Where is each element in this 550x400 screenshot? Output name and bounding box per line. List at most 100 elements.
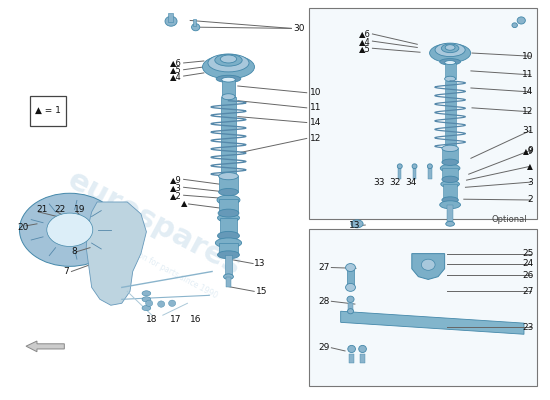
Bar — [442, 168, 458, 179]
Bar — [193, 19, 196, 26]
Ellipse shape — [427, 164, 432, 169]
Ellipse shape — [442, 159, 458, 166]
Text: 12: 12 — [310, 134, 321, 143]
Text: ▲4: ▲4 — [359, 37, 371, 46]
Text: 30: 30 — [293, 24, 305, 33]
Text: 14: 14 — [522, 88, 533, 96]
Ellipse shape — [347, 296, 354, 302]
Ellipse shape — [222, 94, 235, 100]
Polygon shape — [86, 202, 146, 305]
Text: 13: 13 — [254, 259, 266, 268]
Text: 17: 17 — [170, 315, 182, 324]
Ellipse shape — [216, 238, 241, 248]
Ellipse shape — [444, 76, 455, 82]
Ellipse shape — [202, 55, 255, 79]
Ellipse shape — [517, 17, 525, 24]
Text: 33: 33 — [373, 178, 384, 187]
Ellipse shape — [142, 291, 151, 296]
FancyBboxPatch shape — [309, 228, 537, 386]
Ellipse shape — [397, 164, 402, 169]
Ellipse shape — [215, 54, 242, 66]
Bar — [220, 218, 237, 236]
Ellipse shape — [441, 180, 459, 188]
Text: 34: 34 — [405, 178, 416, 187]
Text: 32: 32 — [390, 178, 401, 187]
Circle shape — [19, 193, 120, 266]
Ellipse shape — [223, 274, 233, 280]
Bar — [428, 166, 432, 179]
Ellipse shape — [430, 44, 471, 62]
Text: ▲2: ▲2 — [170, 191, 182, 200]
Ellipse shape — [442, 197, 458, 203]
FancyBboxPatch shape — [309, 8, 537, 219]
Bar — [444, 63, 455, 79]
Text: ▲6: ▲6 — [359, 30, 371, 38]
Text: ▲5: ▲5 — [359, 44, 371, 53]
Text: 29: 29 — [318, 343, 329, 352]
Ellipse shape — [217, 195, 240, 205]
Ellipse shape — [218, 214, 239, 222]
Text: your connection for parts since 1990: your connection for parts since 1990 — [90, 226, 219, 301]
Bar — [349, 354, 354, 363]
Text: 26: 26 — [522, 271, 533, 280]
Ellipse shape — [142, 306, 151, 311]
Ellipse shape — [439, 58, 460, 65]
Polygon shape — [26, 341, 64, 352]
Bar — [348, 303, 353, 311]
Polygon shape — [340, 311, 524, 334]
Text: 10: 10 — [522, 52, 533, 61]
Text: ▲4: ▲4 — [170, 72, 182, 80]
Ellipse shape — [219, 172, 238, 180]
Text: 20: 20 — [18, 222, 29, 232]
Text: 2: 2 — [527, 196, 533, 204]
Ellipse shape — [216, 75, 241, 82]
Text: 12: 12 — [522, 107, 533, 116]
Text: eurospares: eurospares — [63, 166, 246, 282]
Text: 25: 25 — [522, 249, 533, 258]
Text: 24: 24 — [522, 259, 533, 268]
Text: 16: 16 — [190, 315, 202, 324]
Text: 27: 27 — [318, 263, 329, 272]
Ellipse shape — [146, 300, 153, 306]
Ellipse shape — [442, 176, 458, 182]
Ellipse shape — [441, 44, 459, 53]
Ellipse shape — [412, 164, 417, 169]
Ellipse shape — [348, 309, 354, 314]
Ellipse shape — [345, 264, 355, 272]
Text: ▲9: ▲9 — [522, 146, 534, 155]
Ellipse shape — [445, 45, 455, 50]
Ellipse shape — [219, 188, 238, 196]
Text: 3: 3 — [527, 178, 533, 187]
Bar — [360, 354, 365, 363]
Text: ▲6: ▲6 — [170, 58, 182, 68]
Ellipse shape — [446, 222, 454, 226]
Ellipse shape — [435, 43, 465, 57]
Bar — [444, 81, 455, 148]
Bar — [225, 255, 232, 277]
Text: 28: 28 — [318, 297, 329, 306]
Text: 7: 7 — [63, 267, 69, 276]
Bar — [168, 13, 173, 22]
Bar — [219, 176, 238, 192]
Text: 18: 18 — [146, 315, 158, 324]
Text: 14: 14 — [310, 118, 321, 127]
Bar — [347, 268, 354, 287]
Text: 21: 21 — [36, 206, 47, 214]
Ellipse shape — [191, 24, 200, 31]
Ellipse shape — [359, 345, 366, 352]
Text: Optional: Optional — [491, 215, 527, 224]
Ellipse shape — [208, 54, 249, 72]
Bar — [442, 148, 458, 162]
Bar — [398, 166, 402, 179]
Text: 22: 22 — [54, 206, 65, 214]
Text: 8: 8 — [72, 247, 77, 256]
Text: 11: 11 — [522, 70, 533, 79]
Polygon shape — [412, 254, 444, 280]
Text: 10: 10 — [310, 88, 321, 97]
Text: ▲3: ▲3 — [170, 183, 182, 192]
Text: ▲ = 1: ▲ = 1 — [35, 106, 61, 115]
Ellipse shape — [218, 251, 239, 259]
Ellipse shape — [165, 16, 177, 26]
Text: 9: 9 — [527, 146, 533, 155]
Text: ▲: ▲ — [527, 162, 533, 171]
